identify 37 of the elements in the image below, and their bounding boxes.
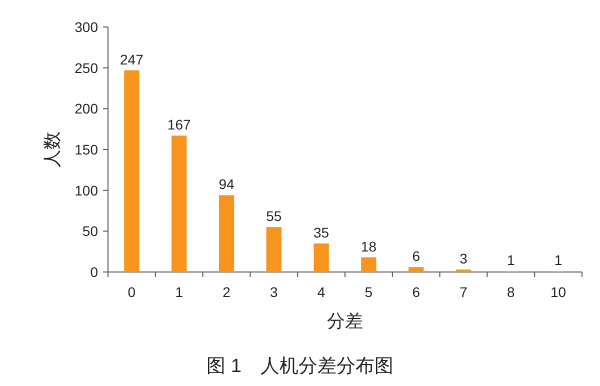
x-axis-title: 分差 <box>327 311 363 331</box>
x-tick-label: 2 <box>222 284 231 300</box>
y-tick-label: 300 <box>74 19 98 35</box>
data-label: 18 <box>360 238 377 254</box>
x-tick-label: 7 <box>460 284 468 300</box>
bar <box>266 227 282 272</box>
bar <box>218 195 234 272</box>
data-label: 247 <box>120 51 144 68</box>
y-tick-label: 50 <box>82 223 98 240</box>
data-label: 55 <box>266 208 282 224</box>
x-tick-label: 4 <box>317 284 326 300</box>
bar <box>314 243 329 272</box>
data-label: 1 <box>507 252 515 268</box>
x-tick-label: 1 <box>175 284 184 300</box>
y-tick-label: 100 <box>74 182 98 198</box>
y-tick-label: 150 <box>74 142 98 158</box>
bar <box>172 136 187 272</box>
x-tick-label: 5 <box>364 284 373 300</box>
data-label: 6 <box>412 248 420 264</box>
x-tick-label: 0 <box>128 284 136 300</box>
bar <box>408 267 424 272</box>
y-tick-label: 200 <box>74 100 98 117</box>
x-tick-label: 6 <box>412 284 420 300</box>
y-tick-label: 0 <box>90 264 98 280</box>
data-label: 167 <box>167 116 191 133</box>
y-axis-title: 人数 <box>42 132 62 168</box>
bar <box>361 257 376 272</box>
x-tick-label: 3 <box>270 284 278 300</box>
text: 图 1 人机分差分布图 <box>206 356 394 377</box>
bar <box>124 70 140 272</box>
data-label: 3 <box>460 250 468 267</box>
data-label: 35 <box>314 224 330 240</box>
data-label: 94 <box>218 176 234 192</box>
y-tick-label: 250 <box>74 60 98 76</box>
x-tick-label: 10 <box>550 284 566 300</box>
data-label: 1 <box>554 252 562 268</box>
x-tick-label: 8 <box>507 284 515 300</box>
